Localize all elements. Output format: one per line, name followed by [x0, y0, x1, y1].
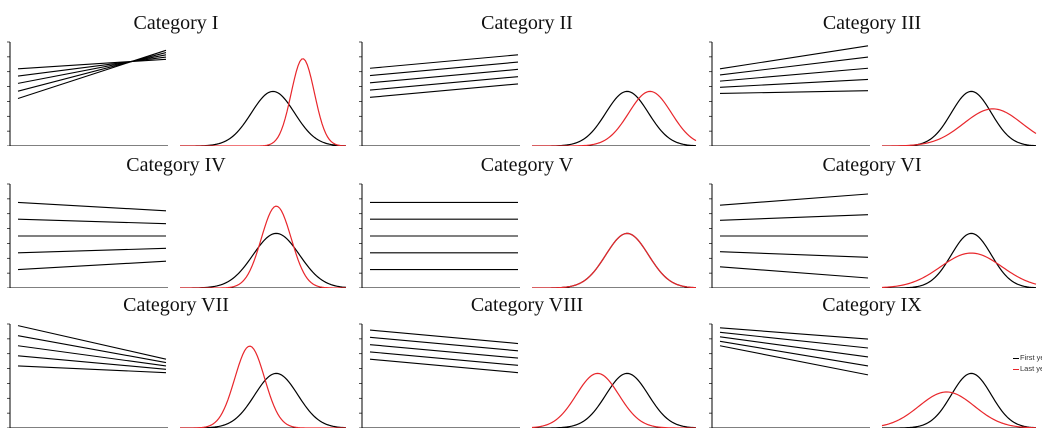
category-panel: Category IV	[0, 150, 352, 288]
category-panel: Category III	[702, 8, 1042, 146]
trend-line	[17, 218, 167, 225]
category-title: Category IX	[822, 294, 922, 316]
legend: First year Last year	[1013, 352, 1042, 382]
trend-line	[369, 83, 519, 98]
last-year-curve	[881, 252, 1037, 288]
legend-first-year-swatch	[1013, 357, 1019, 359]
category-title: Category VI	[822, 154, 922, 176]
trend-line	[369, 68, 519, 84]
trend-line	[17, 201, 167, 212]
trend-line	[17, 335, 167, 364]
first-year-curve	[180, 232, 347, 288]
trend-line	[369, 351, 519, 366]
category-panel: Category VI	[702, 150, 1042, 288]
category-panel: Category IX	[702, 290, 1042, 428]
first-year-curve	[882, 232, 1037, 288]
trend-line	[17, 325, 167, 360]
last-year-curve	[532, 90, 697, 146]
trend-line	[17, 54, 167, 84]
trend-line	[719, 90, 869, 94]
category-chart	[7, 323, 347, 428]
last-year-curve	[531, 372, 696, 428]
legend-last-year-label: Last year	[1020, 364, 1042, 373]
trend-line	[719, 67, 869, 82]
category-title: Category IV	[126, 154, 226, 176]
trend-line	[719, 266, 869, 279]
category-chart	[7, 41, 347, 146]
first-year-curve	[532, 232, 697, 288]
trend-line	[369, 329, 519, 345]
trend-line	[17, 260, 167, 271]
first-year-curve	[180, 372, 347, 428]
trend-line	[719, 78, 869, 88]
trend-line	[719, 56, 869, 76]
category-chart	[709, 183, 1037, 288]
legend-last-year: Last year	[1013, 363, 1042, 374]
last-year-curve	[881, 108, 1037, 146]
category-title: Category II	[481, 12, 573, 34]
category-chart	[709, 323, 1037, 428]
trend-line	[719, 214, 869, 221]
trend-line	[17, 56, 167, 77]
trend-line	[369, 358, 519, 374]
category-chart	[359, 183, 697, 288]
trend-line	[719, 193, 869, 206]
trend-line	[369, 336, 519, 352]
first-year-curve	[532, 90, 697, 146]
trend-line	[17, 49, 167, 100]
category-panel: Category V	[352, 150, 702, 288]
last-year-curve	[180, 205, 346, 288]
category-title: Category V	[480, 154, 574, 176]
trend-line	[369, 61, 519, 77]
category-panel: Category VIII	[352, 290, 702, 428]
trend-line	[17, 247, 167, 254]
trend-line	[719, 345, 869, 376]
trend-line	[369, 54, 519, 69]
trend-line	[17, 365, 167, 374]
trend-line	[17, 345, 167, 367]
category-panel: Category VII	[0, 290, 352, 428]
category-chart	[7, 183, 347, 288]
first-year-curve	[882, 90, 1037, 146]
trend-line	[719, 45, 869, 70]
legend-first-year: First year	[1013, 352, 1042, 363]
legend-first-year-label: First year	[1020, 353, 1042, 362]
category-panel: Category II	[352, 8, 702, 146]
last-year-curve	[881, 391, 1037, 428]
category-title: Category VII	[123, 294, 229, 316]
legend-last-year-swatch	[1013, 368, 1019, 370]
trend-line	[719, 336, 869, 358]
trend-line	[17, 355, 167, 370]
trend-line	[719, 331, 869, 349]
category-title: Category III	[822, 12, 922, 34]
category-title: Category I	[133, 12, 219, 34]
last-year-curve	[180, 345, 346, 428]
trend-line	[369, 76, 519, 91]
last-year-curve	[180, 58, 347, 146]
category-panel: Category I	[0, 8, 352, 146]
trend-line	[719, 327, 869, 340]
category-chart	[709, 41, 1037, 146]
category-chart	[359, 41, 697, 146]
trend-line	[719, 340, 869, 367]
trend-line	[17, 52, 167, 92]
trend-line	[17, 58, 167, 70]
last-year-curve	[532, 232, 697, 288]
trend-line	[719, 251, 869, 258]
category-title: Category VIII	[470, 294, 584, 316]
trend-line	[369, 344, 519, 359]
